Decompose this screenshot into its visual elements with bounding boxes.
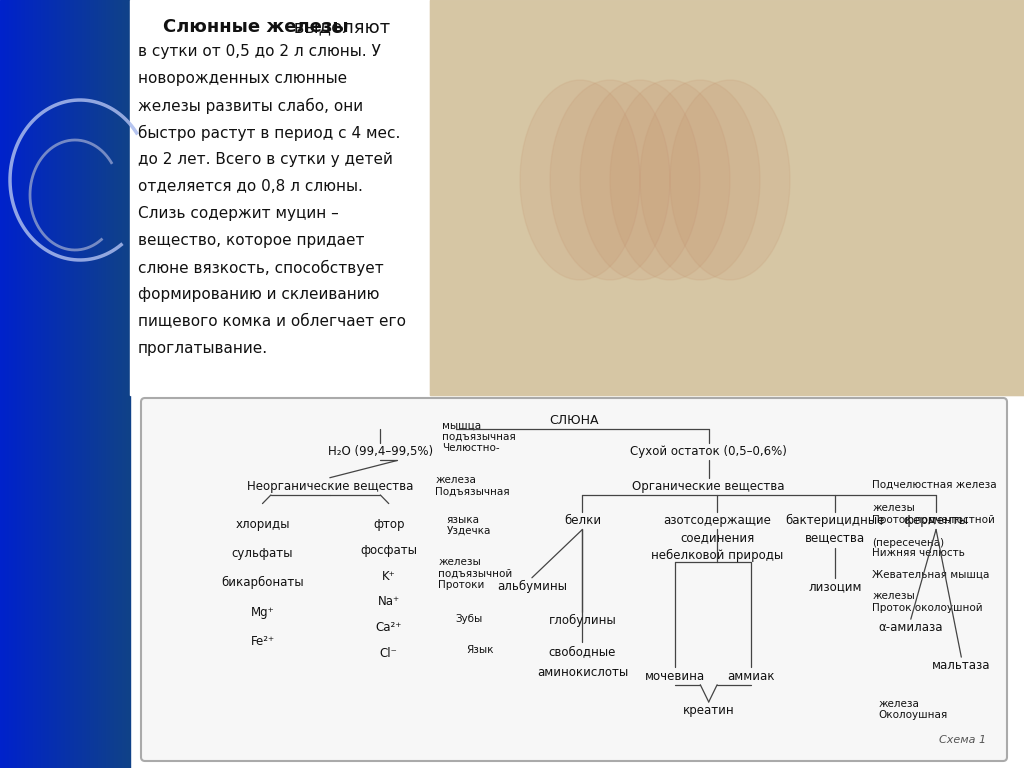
Bar — [130, 0, 430, 395]
Text: небелковой природы: небелковой природы — [651, 549, 783, 562]
Text: Слизь содержит муцин –: Слизь содержит муцин – — [138, 206, 339, 221]
Text: сульфаты: сульфаты — [231, 547, 293, 560]
Text: свободные: свободные — [549, 645, 616, 658]
Text: азотсодержащие: азотсодержащие — [664, 515, 771, 528]
Text: Жевательная мышца: Жевательная мышца — [872, 570, 990, 580]
Text: железы развиты слабо, они: железы развиты слабо, они — [138, 98, 364, 114]
Text: лизоцим: лизоцим — [808, 580, 862, 593]
Text: Cl⁻: Cl⁻ — [380, 647, 397, 660]
Text: Неорганические вещества: Неорганические вещества — [247, 480, 413, 493]
Text: Fe²⁺: Fe²⁺ — [251, 635, 274, 648]
Ellipse shape — [670, 80, 790, 280]
Text: K⁺: K⁺ — [382, 570, 395, 583]
Text: подъязычная: подъязычная — [442, 432, 516, 442]
Text: формированию и склеиванию: формированию и склеиванию — [138, 287, 379, 302]
Text: Подчелюстная железа: Подчелюстная железа — [872, 480, 997, 490]
Text: Зубы: Зубы — [456, 614, 483, 624]
Text: Язык: Язык — [466, 645, 494, 655]
Text: (пересечена): (пересечена) — [872, 538, 944, 548]
FancyBboxPatch shape — [141, 398, 1007, 761]
Text: Подъязычная: Подъязычная — [435, 487, 510, 497]
Text: белки: белки — [564, 515, 601, 528]
Text: железы: железы — [872, 591, 915, 601]
Text: отделяется до 0,8 л слюны.: отделяется до 0,8 л слюны. — [138, 179, 362, 194]
Text: H₂O (99,4–99,5%): H₂O (99,4–99,5%) — [328, 445, 433, 458]
Ellipse shape — [520, 80, 640, 280]
Text: железа: железа — [435, 475, 476, 485]
Text: Челюстно-: Челюстно- — [442, 443, 500, 453]
Text: мальтаза: мальтаза — [932, 659, 990, 672]
Text: в сутки от 0,5 до 2 л слюны. У: в сутки от 0,5 до 2 л слюны. У — [138, 44, 381, 59]
Text: мочевина: мочевина — [645, 670, 706, 683]
Text: проглатывание.: проглатывание. — [138, 341, 268, 356]
Text: ферменты: ферменты — [903, 515, 969, 528]
Text: пищевого комка и облегчает его: пищевого комка и облегчает его — [138, 314, 406, 329]
Text: бактерицидные: бактерицидные — [785, 515, 885, 528]
Ellipse shape — [580, 80, 700, 280]
Text: альбумины: альбумины — [497, 580, 567, 593]
Text: быстро растут в период с 4 мес.: быстро растут в период с 4 мес. — [138, 125, 400, 141]
Text: Проток подчелюстной: Проток подчелюстной — [872, 515, 995, 525]
Text: хлориды: хлориды — [236, 518, 290, 531]
Text: Органические вещества: Органические вещества — [633, 480, 785, 493]
Ellipse shape — [550, 80, 670, 280]
Text: аммиак: аммиак — [727, 670, 774, 683]
Text: фтор: фтор — [373, 518, 404, 531]
Bar — [430, 0, 1024, 395]
Text: мышца: мышца — [442, 420, 481, 430]
Text: вещество, которое придает: вещество, которое придает — [138, 233, 365, 248]
Text: Схема 1: Схема 1 — [939, 735, 986, 745]
Text: Ca²⁺: Ca²⁺ — [376, 621, 402, 634]
Text: Mg⁺: Mg⁺ — [251, 606, 274, 619]
Text: СЛЮНА: СЛЮНА — [549, 414, 599, 427]
Text: фосфаты: фосфаты — [360, 544, 417, 557]
Text: подъязычной: подъязычной — [438, 568, 513, 578]
Text: креатин: креатин — [683, 704, 734, 717]
Text: вещества: вещества — [805, 531, 865, 545]
Text: языка: языка — [446, 515, 479, 525]
Text: Нижняя челюсть: Нижняя челюсть — [872, 548, 966, 558]
Text: глобулины: глобулины — [549, 614, 616, 627]
Text: аминокислоты: аминокислоты — [537, 666, 628, 679]
Text: Проток околоушной: Проток околоушной — [872, 603, 983, 613]
Text: железа: железа — [879, 699, 920, 709]
Text: α-амилаза: α-амилаза — [879, 621, 943, 634]
Text: Протоки: Протоки — [438, 580, 484, 590]
Text: Сухой остаток (0,5–0,6%): Сухой остаток (0,5–0,6%) — [631, 445, 787, 458]
Text: Слюнные железы: Слюнные железы — [138, 18, 348, 36]
Text: соединения: соединения — [680, 531, 755, 545]
Text: Na⁺: Na⁺ — [378, 595, 399, 608]
Text: железы: железы — [872, 503, 915, 513]
Text: бикарбонаты: бикарбонаты — [221, 577, 304, 590]
Ellipse shape — [610, 80, 730, 280]
Bar — [430, 0, 1024, 395]
Text: слюне вязкость, способствует: слюне вязкость, способствует — [138, 260, 384, 276]
Text: Уздечка: Уздечка — [446, 526, 490, 536]
Text: до 2 лет. Всего в сутки у детей: до 2 лет. Всего в сутки у детей — [138, 152, 393, 167]
Text: Околоушная: Околоушная — [879, 710, 948, 720]
Text: железы: железы — [438, 557, 481, 567]
Text: новорожденных слюнные: новорожденных слюнные — [138, 71, 347, 86]
Text: выделяют: выделяют — [288, 18, 390, 36]
Ellipse shape — [640, 80, 760, 280]
